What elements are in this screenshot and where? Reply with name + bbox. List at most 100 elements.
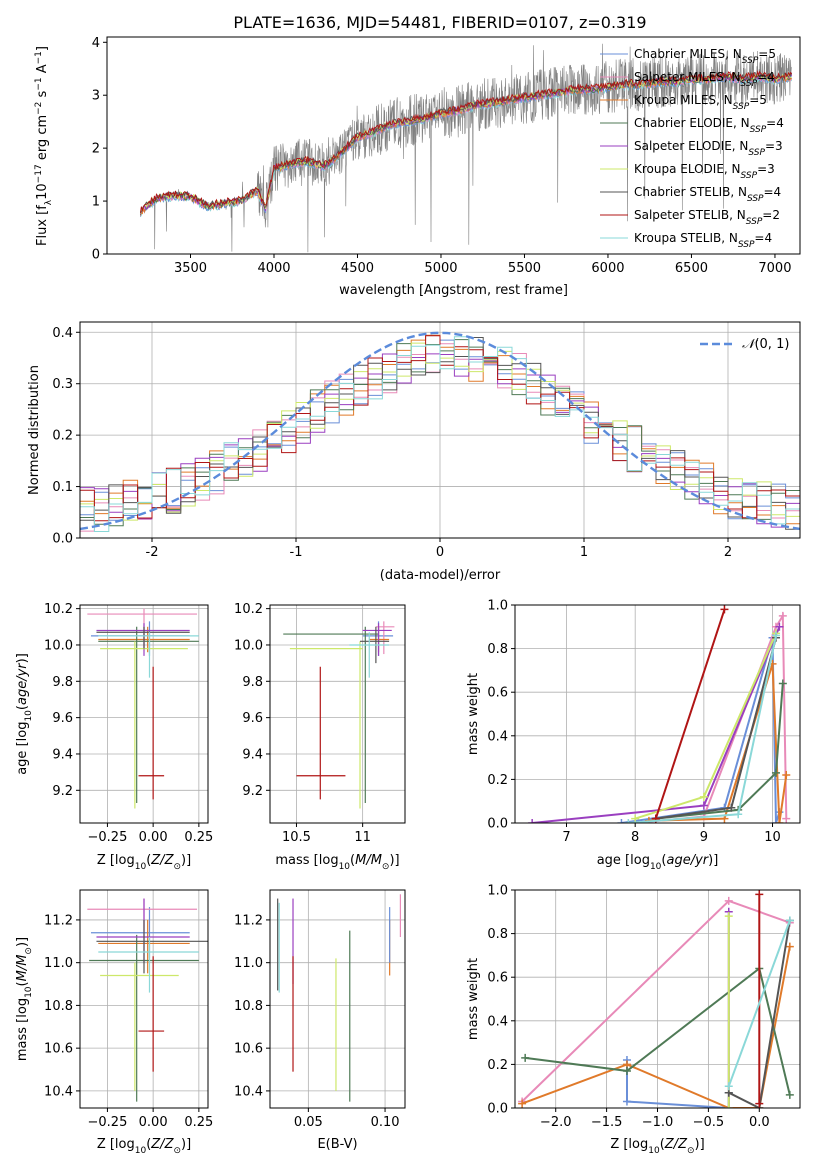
weight-marker xyxy=(622,1066,631,1075)
label-part: ( xyxy=(146,1137,151,1152)
weight-series-kroupa-elodie xyxy=(724,912,733,1108)
y-tick-label: 0.4 xyxy=(487,1014,508,1029)
plot-frame xyxy=(79,604,209,824)
label-part: )] xyxy=(708,853,718,868)
y-tick-label: 0.0 xyxy=(52,532,73,547)
errorbar-kroupa-elodie xyxy=(100,641,188,809)
y-tick-label: 9.6 xyxy=(242,711,263,726)
label-part: Z [log xyxy=(610,1137,648,1152)
y-tick-label: 0.8 xyxy=(487,642,508,657)
label-part: mass [log xyxy=(275,853,338,868)
legend-label: Kroupa MILES, NSSP=5 xyxy=(634,93,767,112)
weight-marker xyxy=(785,1090,794,1099)
weight-marker xyxy=(699,792,708,801)
label-part: ⊙ xyxy=(24,947,34,955)
x-tick-label: 4000 xyxy=(257,261,290,276)
label-part: Chabrier ELODIE, N xyxy=(634,116,750,130)
y-axis-label: mass weight xyxy=(466,958,481,1040)
y-axis-label: mass [log10(M/M⊙)] xyxy=(15,937,34,1061)
mass-vs-ebv-panel: 0.05 0.10 10.4 10.6 10.8 11.0 11.2 E(B-V) xyxy=(234,889,406,1152)
weight-marker xyxy=(724,896,733,905)
x-tick-label: 10.5 xyxy=(282,830,311,845)
plot-frame xyxy=(269,889,406,1109)
y-tick-label: 10.2 xyxy=(44,602,73,617)
y-tick-label: 0.2 xyxy=(487,773,508,788)
x-tick-label: 9 xyxy=(700,830,708,845)
plot-frame xyxy=(79,321,801,539)
y-tick-label: 1.0 xyxy=(487,884,508,899)
label-part: ⊙ xyxy=(382,862,390,872)
label-part: )] xyxy=(181,1137,191,1152)
weight-marker xyxy=(782,814,791,823)
plot-frame xyxy=(79,889,209,1109)
weight-line xyxy=(655,683,784,820)
weight-marker xyxy=(631,814,640,823)
errorbar-kroupa-elodie xyxy=(289,641,363,809)
legend-label: Chabrier ELODIE, NSSP=4 xyxy=(634,116,784,135)
label-part: −2 xyxy=(34,102,44,115)
errorbar-salpeter-elodie xyxy=(96,898,190,963)
plot-frame xyxy=(514,889,801,1109)
y-tick-label: 10.4 xyxy=(234,1084,263,1099)
y-tick-label: 0.3 xyxy=(52,377,73,392)
label-part: ( xyxy=(146,853,151,868)
y-tick-label: 10.0 xyxy=(234,638,263,653)
label-part: ( xyxy=(15,705,30,710)
x-tick-label: 0 xyxy=(436,545,444,560)
y-tick-label: 11.0 xyxy=(234,956,263,971)
weight-series-salpeter-elodie xyxy=(528,622,784,823)
weight-line xyxy=(525,966,791,1096)
y-tick-label: 11.2 xyxy=(234,913,263,928)
weight-marker xyxy=(775,819,784,823)
x-tick-label: −0.25 xyxy=(88,1115,128,1130)
y-tick-label: 1.0 xyxy=(487,599,508,614)
weight-marker xyxy=(518,1099,527,1108)
label-part: =5 xyxy=(758,47,776,61)
weight-marker xyxy=(528,819,537,823)
x-axis-label: (data-model)/error xyxy=(380,568,501,583)
y-tick-label: 1 xyxy=(92,195,100,210)
label-part: )] xyxy=(15,653,30,663)
label-part: (0, 1) xyxy=(754,337,789,352)
label-part: =4 xyxy=(766,116,784,130)
x-tick-label: −0.5 xyxy=(693,1115,725,1130)
y-tick-label: 0.0 xyxy=(487,817,508,832)
label-part: ⊙ xyxy=(173,862,181,872)
weight-marker xyxy=(720,605,729,614)
legend-label: 𝒩(0, 1) xyxy=(742,337,789,352)
x-tick-label: 1 xyxy=(580,545,588,560)
x-tick-label: 0.00 xyxy=(139,830,168,845)
x-tick-label: 0.05 xyxy=(294,1115,323,1130)
label-part: M/M xyxy=(15,955,30,982)
label-part: ( xyxy=(350,853,355,868)
x-axis-label: wavelength [Angstrom, rest frame] xyxy=(339,283,568,298)
label-part: E(B-V) xyxy=(317,1137,357,1152)
weight-marker xyxy=(734,810,743,819)
y-tick-label: 10.2 xyxy=(234,602,263,617)
label-part: A xyxy=(35,64,50,77)
errorbar-chabrier-elodie xyxy=(283,626,379,804)
y-tick-label: 3 xyxy=(92,89,100,104)
label-part: SSP xyxy=(738,240,755,250)
label-part: SSP xyxy=(750,125,767,135)
weight-marker xyxy=(778,679,787,688)
weight-line xyxy=(727,920,791,1087)
weight-series-kroupa-stelib xyxy=(624,631,780,823)
label-part: 10 xyxy=(650,862,662,872)
label-part: age/yr xyxy=(15,662,30,705)
label-part: Kroupa ELODIE, N xyxy=(634,162,741,176)
x-tick-label: 7 xyxy=(562,830,570,845)
label-part: −1 xyxy=(34,51,44,64)
label-part: M/M xyxy=(355,853,382,868)
x-tick-label: 0.25 xyxy=(184,1115,213,1130)
label-part: erg cm xyxy=(35,115,50,164)
x-tick-label: 0.00 xyxy=(139,1115,168,1130)
label-part: 10 xyxy=(135,1146,147,1156)
errorbar-kroupa-stelib xyxy=(98,632,199,678)
errorbar-salpeter-stelib xyxy=(138,956,165,1072)
legend-label: Kroupa STELIB, NSSP=4 xyxy=(634,231,772,250)
weight-series-chabrier-elodie xyxy=(651,679,787,823)
y-tick-label: 4 xyxy=(92,36,100,51)
y-tick-label: 0.0 xyxy=(487,1102,508,1117)
label-part: SSP xyxy=(746,217,763,227)
